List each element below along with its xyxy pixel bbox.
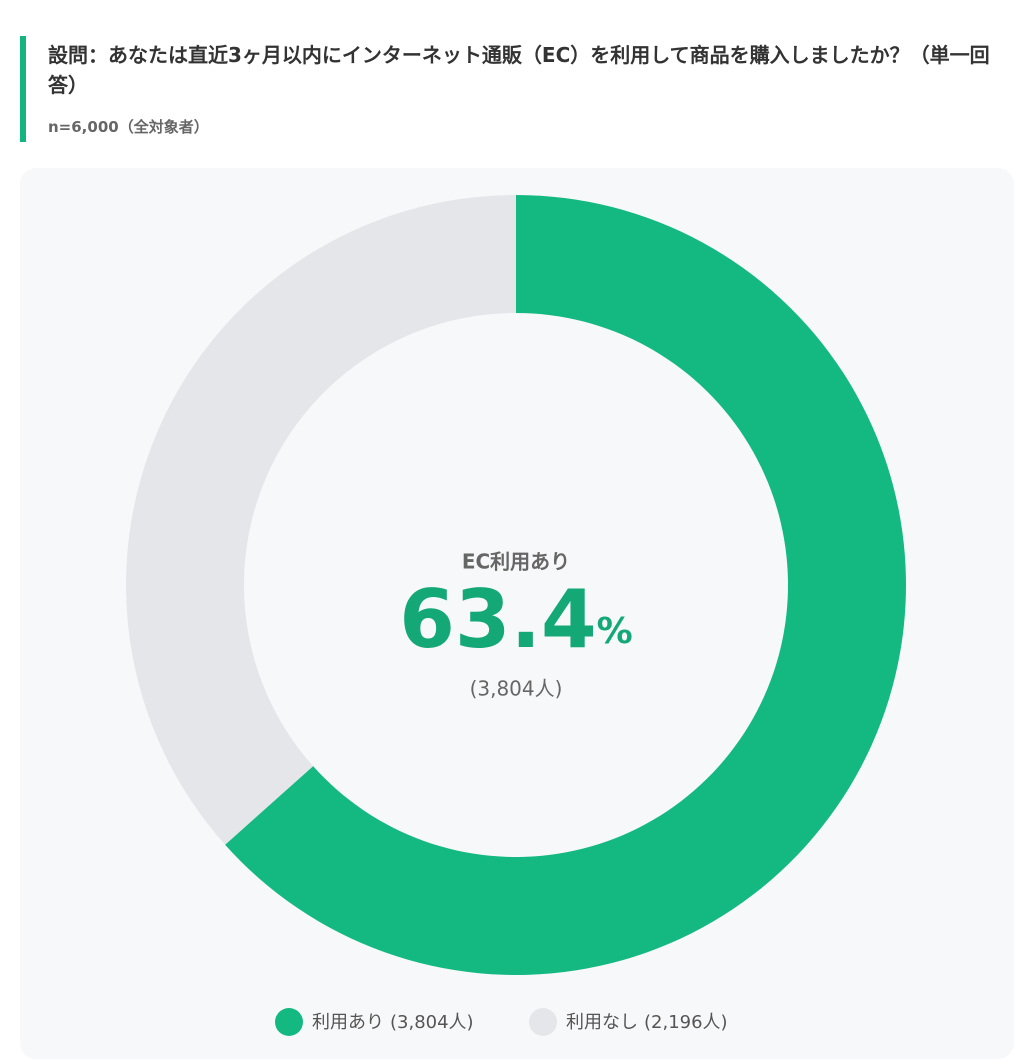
legend-category: 利用あり [312, 1012, 384, 1033]
center-value: 63.4% [399, 573, 632, 666]
legend-label: 利用なし (2,196人) [566, 1012, 728, 1033]
center-percent: 63.4 [399, 573, 596, 666]
donut-segment [125, 195, 517, 845]
center-label: EC利用あり [462, 550, 570, 574]
accent-bar [20, 36, 26, 142]
legend-count: (2,196人) [644, 1012, 728, 1033]
center-count: (3,804人) [470, 677, 563, 701]
chart-subtitle: n=6,000（全対象者） [48, 118, 209, 136]
chart-title: 設問：あなたは直近3ヶ月以内にインターネット通販（EC）を利用して商品を購入しま… [48, 43, 990, 97]
donut-segment [225, 195, 906, 976]
legend-label: 利用あり (3,804人) [312, 1012, 474, 1033]
legend-swatch [275, 1008, 303, 1036]
legend-category: 利用なし [566, 1012, 638, 1033]
legend-count: (3,804人) [390, 1012, 474, 1033]
center-unit: % [597, 611, 633, 652]
legend-swatch [529, 1008, 557, 1036]
donut [125, 195, 906, 976]
legend: 利用あり (3,804人) 利用なし (2,196人) [275, 1008, 728, 1036]
